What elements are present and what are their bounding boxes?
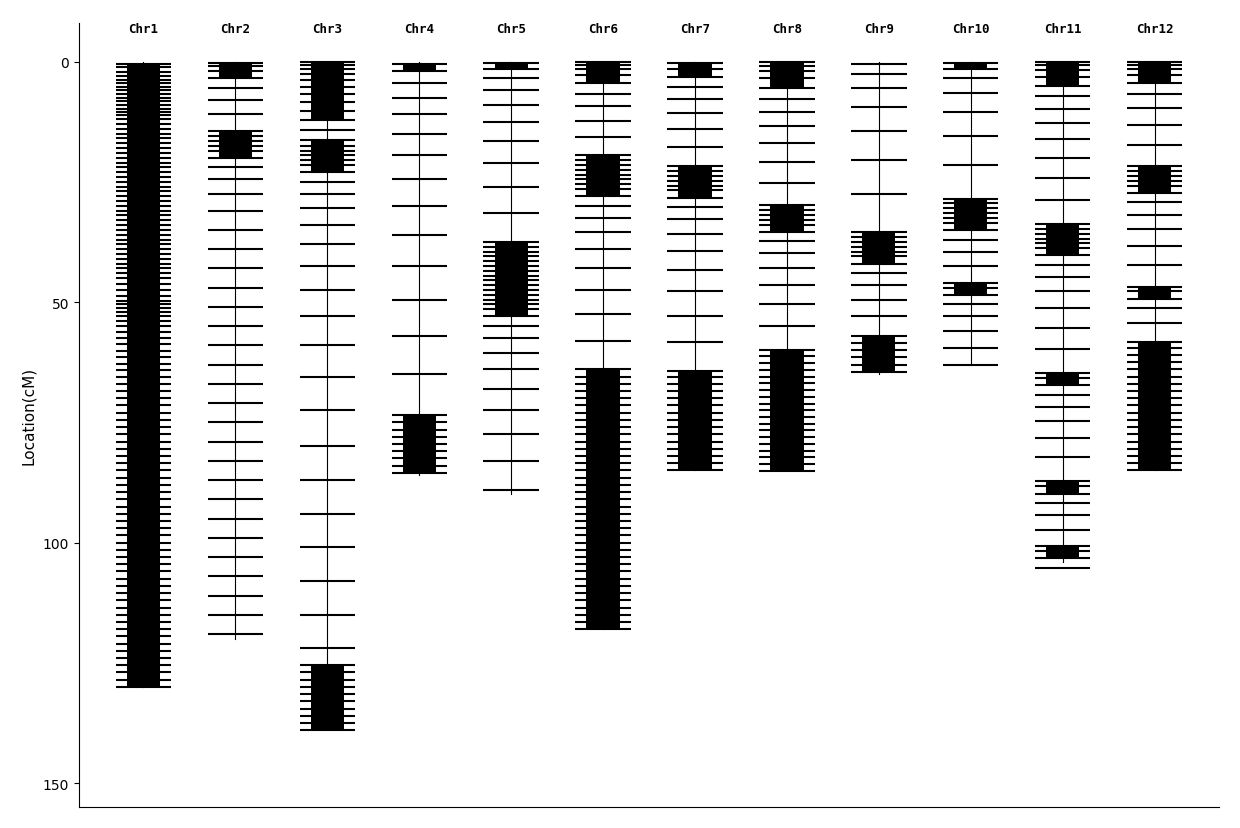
FancyBboxPatch shape — [1138, 64, 1172, 84]
FancyBboxPatch shape — [955, 200, 987, 231]
FancyBboxPatch shape — [126, 65, 160, 687]
FancyBboxPatch shape — [862, 233, 895, 264]
Text: Chr9: Chr9 — [864, 23, 894, 36]
Text: Chr5: Chr5 — [496, 23, 526, 36]
FancyBboxPatch shape — [495, 64, 528, 70]
FancyBboxPatch shape — [310, 666, 343, 730]
FancyBboxPatch shape — [1047, 225, 1079, 256]
FancyBboxPatch shape — [218, 132, 252, 158]
FancyBboxPatch shape — [955, 283, 987, 296]
Text: Chr12: Chr12 — [1136, 23, 1173, 36]
FancyBboxPatch shape — [678, 64, 712, 78]
Text: Chr10: Chr10 — [952, 23, 990, 36]
FancyBboxPatch shape — [310, 141, 343, 173]
FancyBboxPatch shape — [403, 416, 435, 474]
FancyBboxPatch shape — [403, 65, 435, 72]
Text: Chr6: Chr6 — [588, 23, 618, 36]
FancyBboxPatch shape — [218, 64, 252, 79]
FancyBboxPatch shape — [770, 350, 804, 471]
FancyBboxPatch shape — [495, 243, 528, 317]
FancyBboxPatch shape — [587, 156, 620, 197]
FancyBboxPatch shape — [1047, 64, 1079, 86]
FancyBboxPatch shape — [678, 372, 712, 471]
FancyBboxPatch shape — [1047, 373, 1079, 386]
Text: Chr2: Chr2 — [221, 23, 250, 36]
Text: Chr8: Chr8 — [773, 23, 802, 36]
FancyBboxPatch shape — [1138, 167, 1172, 194]
Text: Chr7: Chr7 — [680, 23, 711, 36]
Y-axis label: Location(cM): Location(cM) — [21, 367, 36, 465]
FancyBboxPatch shape — [587, 370, 620, 629]
FancyBboxPatch shape — [587, 64, 620, 84]
Text: Chr1: Chr1 — [128, 23, 159, 36]
FancyBboxPatch shape — [955, 64, 987, 70]
Text: Chr3: Chr3 — [312, 23, 342, 36]
Text: Chr4: Chr4 — [404, 23, 434, 36]
FancyBboxPatch shape — [1047, 482, 1079, 494]
FancyBboxPatch shape — [1047, 546, 1079, 559]
FancyBboxPatch shape — [862, 336, 895, 373]
FancyBboxPatch shape — [678, 167, 712, 199]
Text: Chr11: Chr11 — [1044, 23, 1081, 36]
FancyBboxPatch shape — [770, 206, 804, 233]
FancyBboxPatch shape — [1138, 287, 1172, 300]
FancyBboxPatch shape — [310, 64, 343, 121]
FancyBboxPatch shape — [1138, 343, 1172, 471]
FancyBboxPatch shape — [770, 64, 804, 89]
